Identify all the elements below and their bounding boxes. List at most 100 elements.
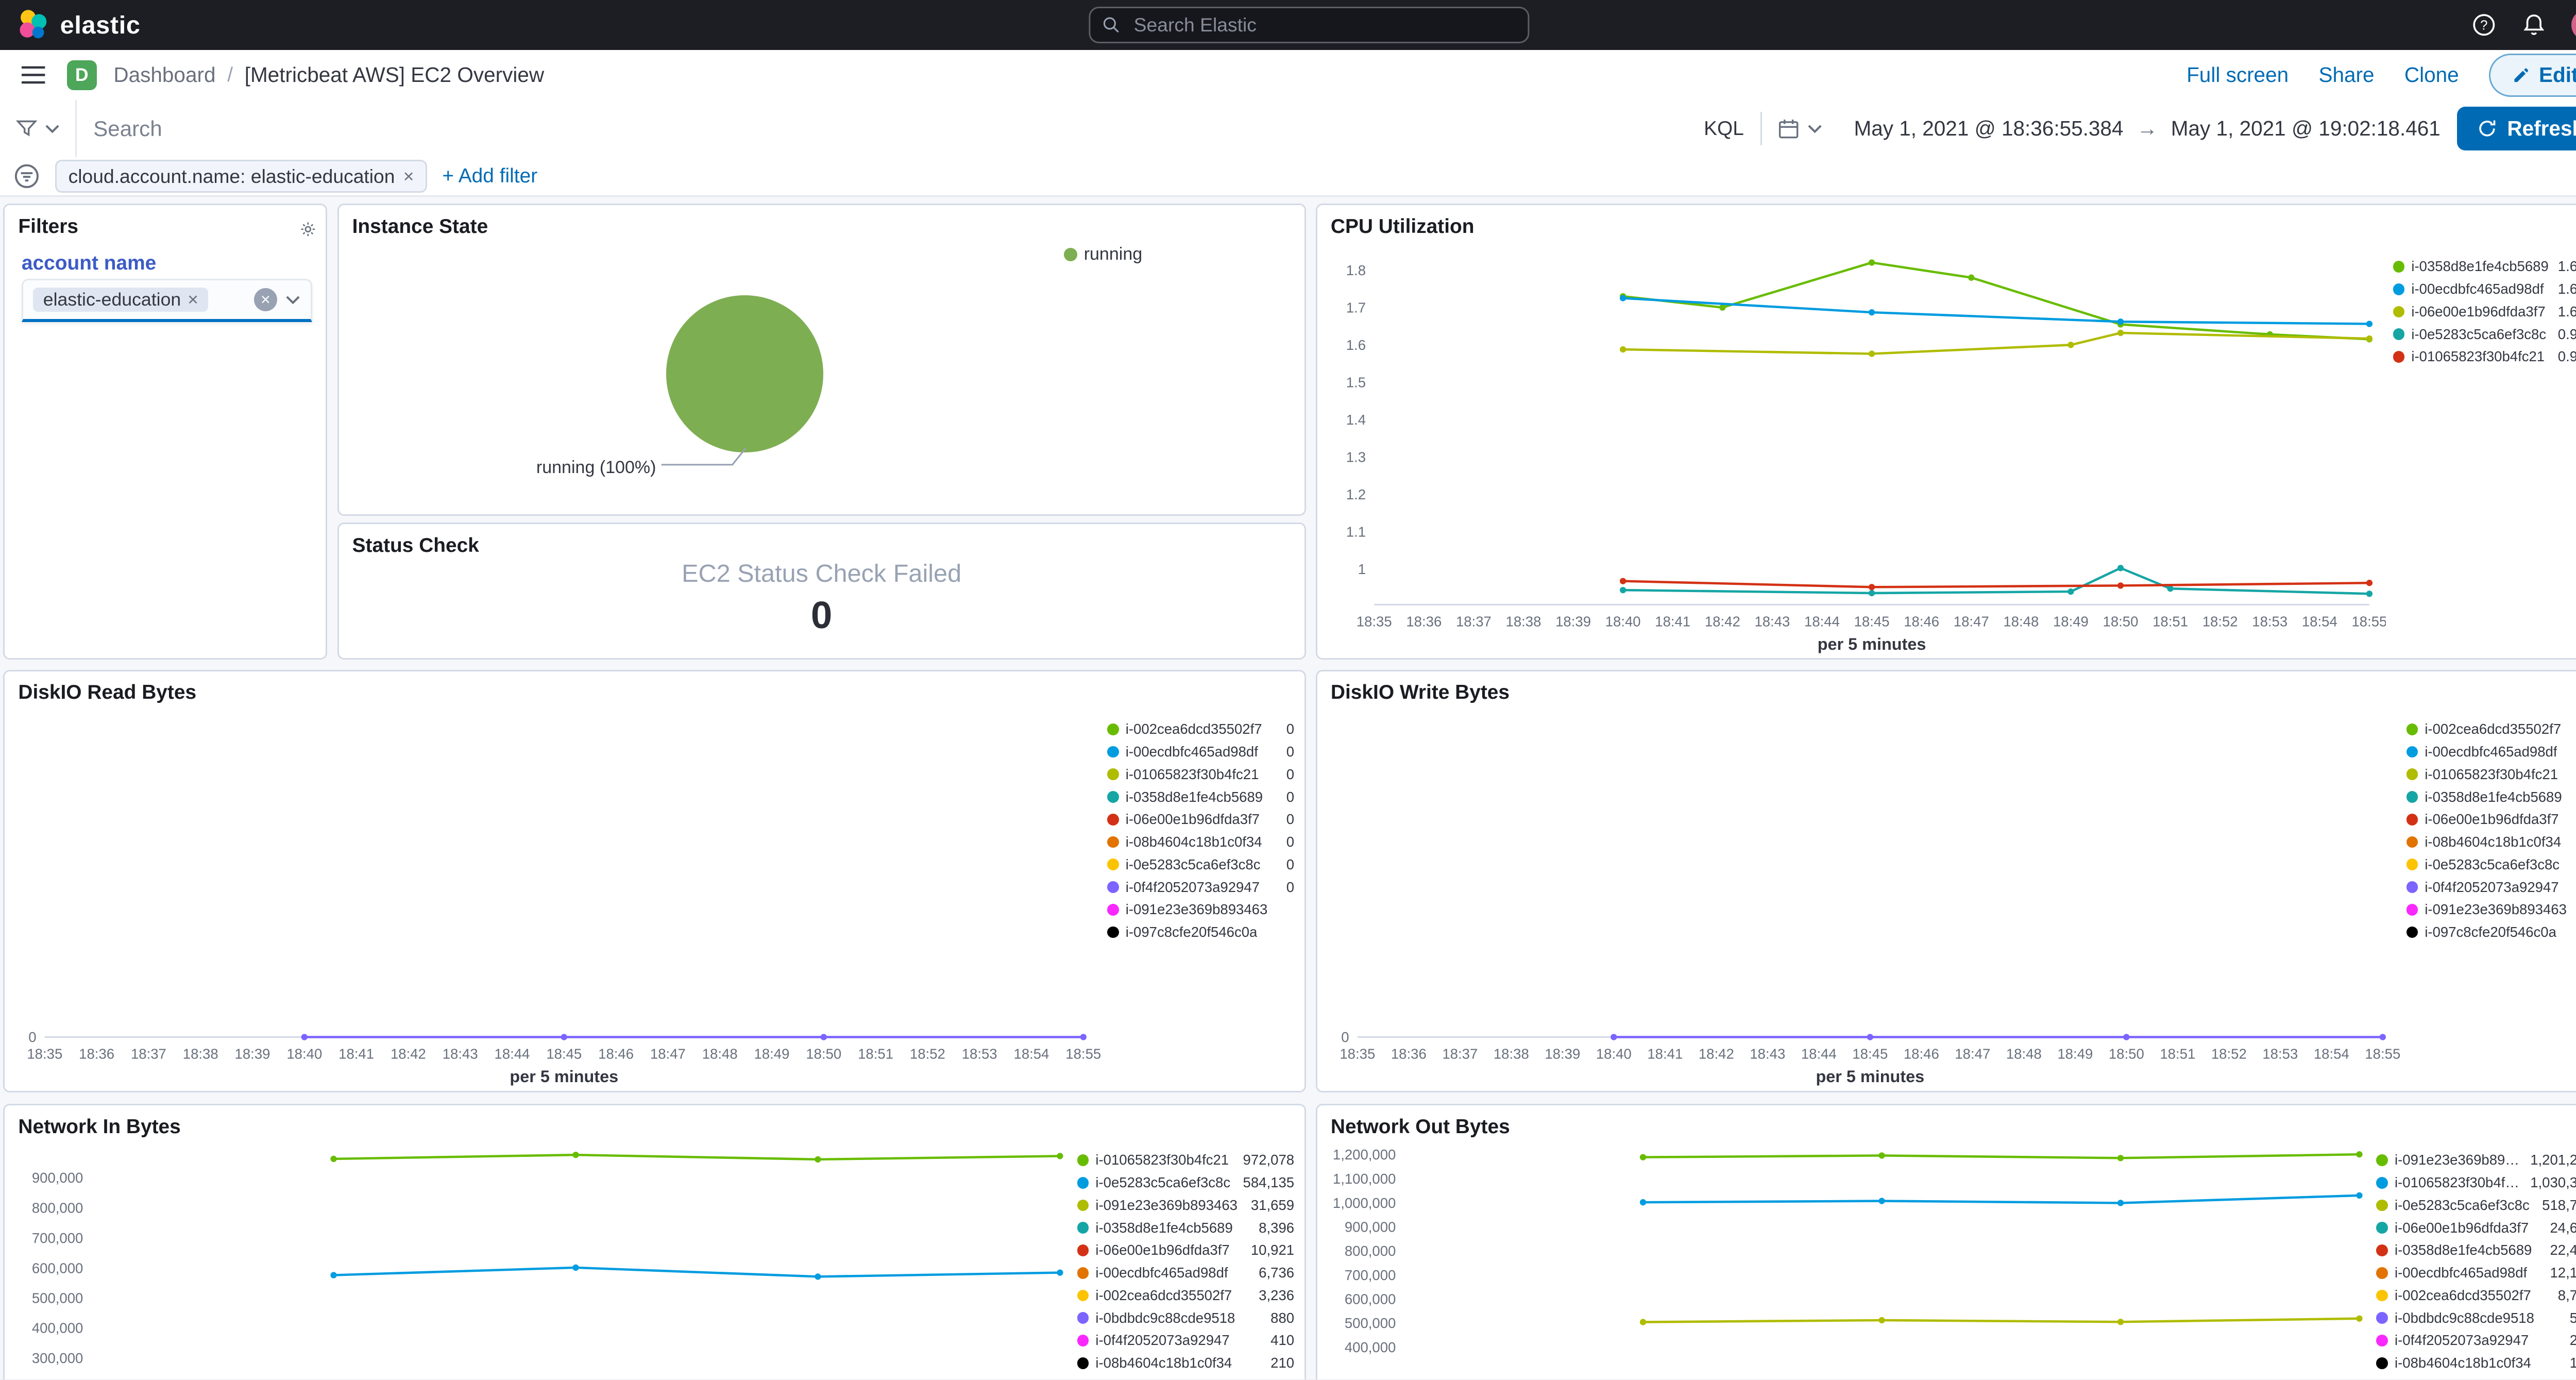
legend-item[interactable]: i-01065823f30b4fc... 1,030,384 [2376,1171,2576,1194]
breadcrumb-dashboard[interactable]: Dashboard [113,63,216,87]
legend-item[interactable]: i-0bdbdc9c88cde9518 588 [2376,1307,2576,1329]
svg-text:18:35: 18:35 [1340,1046,1375,1062]
dashboard-grid: Filters account name elastic-education ×… [0,197,2576,1380]
status-check-value: 0 [810,593,833,636]
instance-state-legend: running [1063,242,1204,267]
legend-item[interactable]: i-0e5283c5ca6ef3c8c 518,768 [2376,1194,2576,1217]
clone-button[interactable]: Clone [2404,63,2459,87]
legend-item[interactable]: i-097c8cfe20f546c0a [2406,921,2576,944]
query-search-input[interactable] [76,100,1687,157]
legend-item[interactable]: i-00ecdbfc465ad98df 6,736 [1077,1261,1294,1284]
account-name-combobox[interactable]: elastic-education × × [21,278,312,323]
add-filter-button[interactable]: + Add filter [442,165,538,188]
date-picker-menu-button[interactable] [1760,112,1837,145]
clear-selection-icon[interactable]: × [253,288,278,312]
svg-text:18:36: 18:36 [1391,1046,1427,1062]
svg-text:18:51: 18:51 [2153,613,2188,629]
legend-item[interactable]: i-01065823f30b4fc21 0.963 [2393,346,2576,368]
legend-item[interactable]: i-097c8cfe20f546c0a [1107,921,1294,944]
legend-item[interactable]: i-002cea6dcd35502f7 3,236 [1077,1284,1294,1307]
filter-manager-icon[interactable] [13,163,40,190]
legend-item[interactable]: i-0f4f2052073a92947 410 [1077,1329,1294,1352]
legend-item[interactable]: i-00ecdbfc465ad98df 12,176 [2376,1261,2576,1284]
panel-network-in: Network In Bytes 900,000 800,000 700,000 60… [3,1104,1306,1380]
remove-option-icon[interactable]: × [188,289,198,310]
legend-item[interactable]: i-091e23e369b893463 [1107,898,1294,921]
query-language-button[interactable]: KQL [1704,117,1744,140]
legend-item[interactable]: i-06e00e1b96dfda3f7 10,921 [1077,1239,1294,1262]
legend-label: i-0bdbdc9c88cde9518 [2394,1309,2534,1326]
time-range-start[interactable]: May 1, 2021 @ 18:36:55.384 [1854,116,2124,141]
space-avatar[interactable]: D [66,60,97,90]
help-icon[interactable]: ? [2471,12,2497,38]
filter-pill[interactable]: cloud.account.name: elastic-education × [55,159,428,193]
menu-button[interactable] [0,65,67,85]
elastic-brand[interactable]: elastic [0,8,141,42]
legend-value: 0.963 [2557,348,2576,365]
time-range-end[interactable]: May 1, 2021 @ 19:02:18.461 [2171,116,2441,141]
svg-text:18:40: 18:40 [1605,613,1641,629]
legend-item[interactable]: i-0358d8e1fe4cb5689 8,396 [1077,1217,1294,1239]
legend-label: i-00ecdbfc465ad98df [2394,1265,2528,1281]
notifications-bell-icon[interactable] [2521,12,2547,38]
legend-item[interactable]: i-0bdbdc9c88cde9518 880 [1077,1307,1294,1329]
legend-item[interactable]: i-0e5283c5ca6ef3c8c 0.934 [2393,323,2576,346]
legend-item[interactable]: i-0e5283c5ca6ef3c8c 584,135 [1077,1171,1294,1194]
legend-item[interactable]: i-06e00e1b96dfda3f7 1.617 [2393,300,2576,323]
global-search-box[interactable] [1089,7,1530,44]
global-search-input[interactable] [1130,12,1516,38]
legend-item[interactable]: i-01065823f30b4fc21 972,078 [1077,1149,1294,1172]
saved-query-menu-button[interactable] [0,100,77,157]
legend-color-dot [2376,1335,2388,1347]
panel-title: CPU Utilization [1330,215,1475,238]
panel-options-icon[interactable] [299,214,317,245]
legend-item[interactable]: i-0358d8e1fe4cb5689 1.615 [2393,256,2576,278]
remove-filter-icon[interactable]: × [403,165,414,187]
edit-button[interactable]: Edit [2489,53,2576,97]
legend-item[interactable]: i-00ecdbfc465ad98df 1.656 [2393,278,2576,300]
user-avatar[interactable]: m [2571,10,2576,40]
share-button[interactable]: Share [2318,63,2375,87]
svg-text:800,000: 800,000 [32,1200,83,1216]
svg-text:400,000: 400,000 [32,1320,83,1336]
legend-item[interactable]: i-0f4f2052073a92947 208 [2376,1329,2576,1352]
refresh-button[interactable]: Refresh [2457,107,2576,150]
legend-item[interactable]: i-091e23e369b893463 [2406,898,2576,921]
full-screen-button[interactable]: Full screen [2187,63,2289,87]
status-check-metric: EC2 Status Check Failed 0 [339,524,1304,658]
legend-item[interactable]: i-091e23e369b893... 1,201,252 [2376,1149,2576,1172]
legend-color-dot [2376,1357,2388,1369]
selected-option-pill[interactable]: elastic-education × [33,287,209,312]
legend-color-dot [1107,723,1119,735]
legend-value: 0.934 [2557,326,2576,342]
svg-text:900,000: 900,000 [32,1170,83,1186]
svg-text:18:37: 18:37 [1456,613,1492,629]
legend-item[interactable]: i-002cea6dcd35502f7 8,779 [2376,1284,2576,1307]
pie-slice-running[interactable] [666,295,823,453]
legend-item[interactable]: running [1063,242,1204,267]
legend-item[interactable]: i-08b4604c18b1c0f34 210 [1077,1352,1294,1374]
legend-item[interactable]: i-08b4604c18b1c0f34 196 [2376,1352,2576,1374]
legend-value: 0 [1286,744,1295,760]
legend-item[interactable]: i-091e23e369b893463 31,659 [1077,1194,1294,1217]
legend-item[interactable]: i-06e00e1b96dfda3f7 24,685 [2376,1217,2576,1239]
svg-text:1.1: 1.1 [1346,524,1366,540]
legend-item[interactable]: i-0358d8e1fe4cb5689 22,498 [2376,1239,2576,1262]
